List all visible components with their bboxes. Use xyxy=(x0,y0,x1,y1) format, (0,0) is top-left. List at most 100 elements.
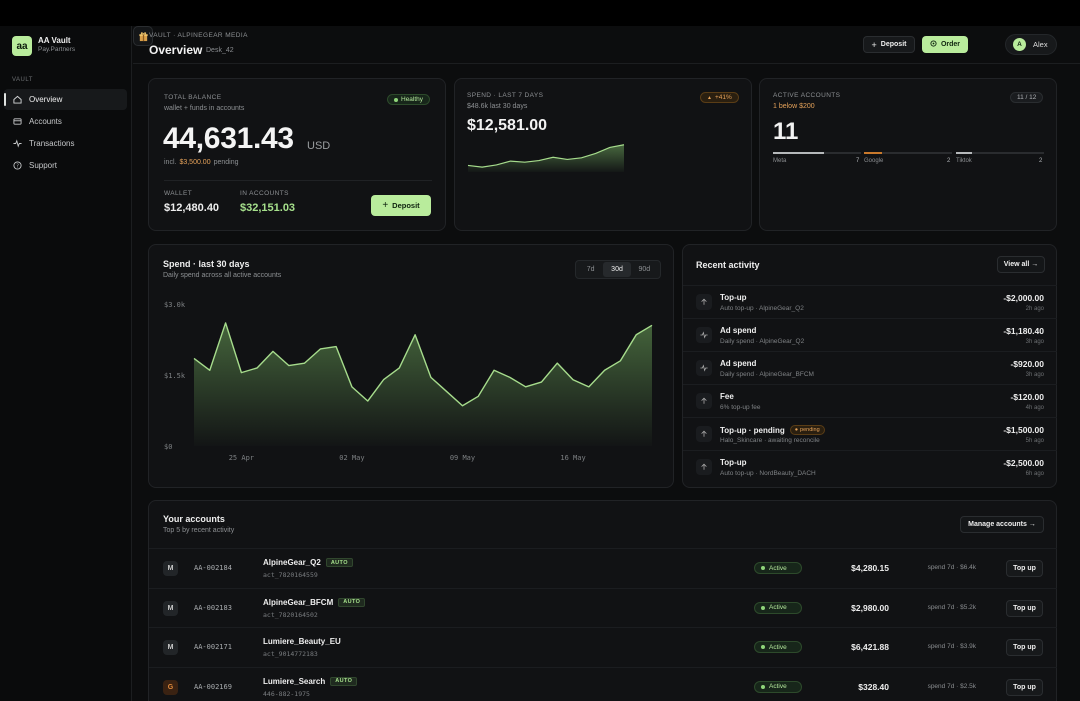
activity-title-text: Top-up xyxy=(720,458,747,467)
activity-row[interactable]: Top-up Auto top-up · NordBeauty_DACH -$2,5… xyxy=(683,450,1057,483)
card-icon xyxy=(13,117,22,126)
spend-7d-label: SPEND · LAST 7 DAYS xyxy=(467,92,544,99)
activity-row[interactable]: Ad spend Daily spend · AlpineGear_Q2 -$1,1… xyxy=(683,318,1057,351)
spend-7d-amount: $12,581.00 xyxy=(467,117,548,134)
sidebar-item-support[interactable]: ? Support xyxy=(4,155,127,176)
recent-activity-card: Recent activity View all → Top-up Auto to… xyxy=(682,244,1057,488)
chart-title: Spend · last 30 days xyxy=(163,259,250,269)
activity-row[interactable]: Top-up · pending ● pending Halo_Skincare · … xyxy=(683,417,1057,450)
deposit-button[interactable]: + Deposit xyxy=(371,195,431,216)
top-up-button[interactable]: Top up xyxy=(1006,639,1043,656)
account-balance: $2,980.00 xyxy=(851,602,889,613)
top-up-button[interactable]: Top up xyxy=(1006,599,1043,617)
app-window: aa AA Vault Pay.Partners VAULT Overview … xyxy=(0,26,1080,701)
activity-subtitle: Daily spend · AlpineGear_BFCM xyxy=(720,371,814,378)
wallet-value: $12,480.40 xyxy=(164,202,220,214)
spend-30d-card: Spend · last 30 days Daily spend across … xyxy=(148,244,674,488)
sidebar-item-transactions[interactable]: Transactions xyxy=(4,133,127,154)
deposit-label: Deposit xyxy=(880,41,907,48)
order-icon xyxy=(930,40,937,49)
platform-count: 2 xyxy=(1039,158,1043,164)
account-spend-7d: spend 7d · $3.9k xyxy=(927,643,976,650)
activity-row[interactable]: Fee 6% top-up fee -$120.00 4h ago xyxy=(683,384,1057,417)
platform-bar-tiktok xyxy=(956,152,1044,154)
y-tick-label: $1.5k xyxy=(164,372,186,380)
activity-title-text: Fee xyxy=(720,392,734,401)
meta-icon: M xyxy=(163,600,178,616)
activity-row[interactable]: Top-up Auto top-up · AlpineGear_Q2 -$2,000… xyxy=(683,285,1057,318)
header-deposit-button[interactable]: + Deposit xyxy=(863,36,915,53)
wallet-label: WALLET xyxy=(164,190,193,197)
active-accounts-count: 11 xyxy=(773,118,799,145)
account-id: AA-002184 xyxy=(194,564,232,572)
user-menu[interactable]: A Alex xyxy=(1005,34,1057,55)
sparkline-line xyxy=(467,144,625,168)
svg-text:?: ? xyxy=(16,163,19,169)
spend-change-badge: ▲ +41% xyxy=(700,92,739,103)
health-badge: Healthy xyxy=(387,94,431,105)
range-tabs: 7d 30d 90d xyxy=(575,260,661,279)
platform-bar-meta xyxy=(773,152,861,154)
spend-change-text: +41% xyxy=(714,94,732,101)
tab-30d[interactable]: 30d xyxy=(603,262,631,277)
activity-time: 3h ago xyxy=(1025,339,1044,345)
order-button[interactable]: Order xyxy=(922,36,968,53)
pulse-icon xyxy=(13,139,22,148)
pending-line: incl. $3,500.00 pending xyxy=(164,159,239,166)
account-row[interactable]: G AA-002169 Lumiere_Search AUTO 446-882-1975… xyxy=(149,666,1057,701)
y-tick-label: $3.0k xyxy=(164,301,186,309)
page-title: Overview xyxy=(149,43,203,57)
tab-7d[interactable]: 7d xyxy=(586,266,595,273)
status-badge: Active xyxy=(754,680,802,693)
your-accounts-card: Your accounts Top 5 by recent activity M… xyxy=(148,500,1057,701)
breadcrumb: VAULT · ALPINEGEAR MEDIA xyxy=(149,32,248,39)
account-name: AlpineGear_BFCM AUTO xyxy=(263,597,366,607)
activity-row[interactable]: Ad spend Daily spend · AlpineGear_BFCM -$9… xyxy=(683,351,1057,384)
top-up-button[interactable]: Top up xyxy=(1006,678,1043,696)
activity-title: Top-up xyxy=(720,293,747,302)
activity-subtitle: Auto top-up · NordBeauty_DACH xyxy=(720,470,816,477)
gift-icon[interactable] xyxy=(133,26,153,46)
account-name-text: AlpineGear_Q2 xyxy=(263,558,321,567)
status-dot xyxy=(761,684,765,689)
status-badge: Active xyxy=(754,641,802,653)
auto-badge: AUTO xyxy=(330,676,358,686)
activity-title-text: Top-up xyxy=(720,293,747,302)
account-row[interactable]: M AA-002184 AlpineGear_Q2 AUTO act_782016455… xyxy=(149,548,1057,587)
account-row[interactable]: M AA-002183 AlpineGear_BFCM AUTO act_7820164… xyxy=(149,587,1057,627)
sidebar-item-label: Support xyxy=(29,161,58,170)
auto-badge: AUTO xyxy=(338,597,366,607)
avatar: A xyxy=(1013,38,1026,51)
pending-badge: ● pending xyxy=(789,425,825,435)
sidebar-item-label: Accounts xyxy=(29,117,62,126)
total-balance-amount: 44,631.43 xyxy=(163,122,294,155)
sidebar-item-overview[interactable]: Overview xyxy=(4,89,127,110)
in-accounts-label: IN ACCOUNTS xyxy=(240,190,289,197)
home-icon xyxy=(13,95,22,104)
spend-series-line xyxy=(193,322,653,407)
status-text: Active xyxy=(769,564,787,572)
x-tick-label: 16 May xyxy=(560,454,585,462)
account-name-text: Lumiere_Search xyxy=(263,676,326,686)
sidebar-item-accounts[interactable]: Accounts xyxy=(4,111,127,132)
account-row[interactable]: M AA-002171 Lumiere_Beauty_EU act_901477218… xyxy=(149,627,1057,666)
status-text: Active xyxy=(769,604,787,611)
plus-icon: + xyxy=(871,39,877,50)
auto-badge: AUTO xyxy=(325,558,353,567)
activity-title-text: Ad spend xyxy=(720,326,757,335)
arrow-up-icon xyxy=(696,393,712,409)
top-up-button[interactable]: Top up xyxy=(1006,560,1043,577)
activity-amount: -$920.00 xyxy=(1010,359,1044,369)
tab-90d[interactable]: 90d xyxy=(638,266,651,273)
manage-accounts-button[interactable]: Manage accounts → xyxy=(960,516,1044,533)
active-accounts-card: ACTIVE ACCOUNTS 1 below $200 11 / 12 11 … xyxy=(759,78,1057,231)
user-name: Alex xyxy=(1033,40,1048,49)
top-bar: VAULT · ALPINEGEAR MEDIA Overview Desk_4… xyxy=(133,26,1080,64)
total-balance-label: TOTAL BALANCE xyxy=(164,94,222,101)
total-balance-sub: wallet + funds in accounts xyxy=(164,105,245,112)
view-all-button[interactable]: View all → xyxy=(997,256,1045,273)
meta-icon: M xyxy=(163,561,178,576)
pending-dot-icon: ● xyxy=(794,427,799,433)
activity-amount: -$1,500.00 xyxy=(1003,425,1044,435)
activity-time: 6h ago xyxy=(1025,471,1044,477)
